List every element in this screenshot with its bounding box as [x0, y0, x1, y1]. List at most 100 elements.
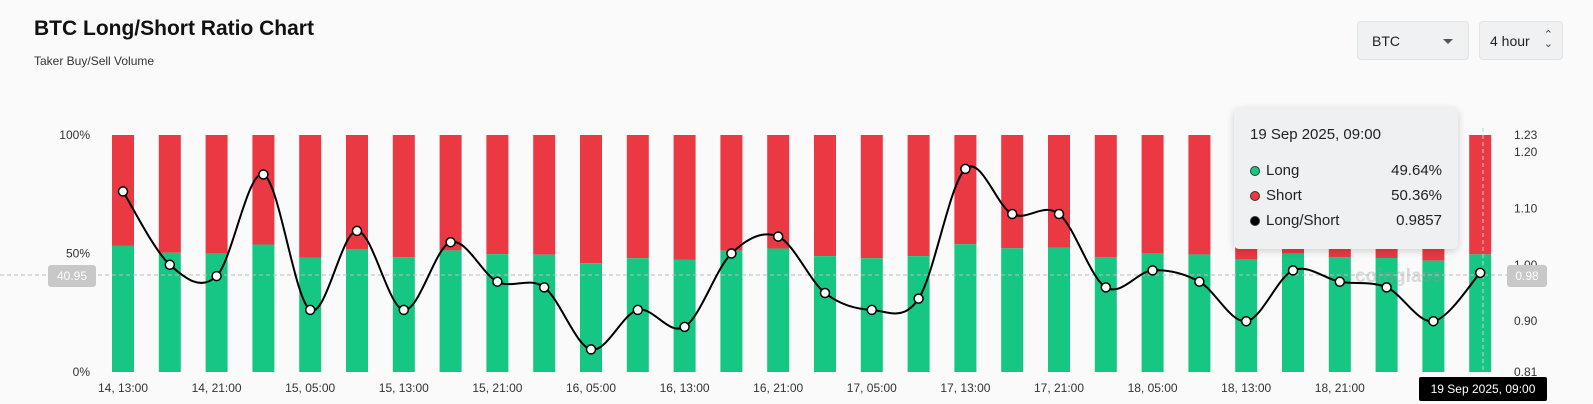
coin-select[interactable]: BTC	[1357, 21, 1469, 60]
tooltip-label: Short	[1266, 187, 1302, 204]
long-bar	[1001, 248, 1024, 372]
left-tick-label: 100%	[59, 128, 90, 142]
short-bar	[626, 135, 649, 259]
tooltip-row-short: Short 50.36%	[1250, 183, 1442, 208]
x-axis: 14, 13:00 14, 21:00 15, 05:00 15, 13:00 15, …	[98, 381, 1440, 395]
long-bar	[1048, 247, 1070, 372]
ratio-point	[164, 259, 176, 271]
ratio-point	[1100, 282, 1112, 293]
long-bar	[158, 252, 181, 372]
long-bar	[580, 263, 602, 372]
short-bar	[158, 135, 181, 253]
x-tick-label: 17, 05:00	[847, 381, 897, 395]
ratio-point	[1053, 208, 1065, 220]
tooltip-label: Long	[1266, 162, 1300, 179]
crosshair-right-value: 0.98	[1515, 269, 1539, 283]
long-bar	[1188, 254, 1211, 372]
tooltip-value: 0.9857	[1396, 212, 1442, 229]
short-bar	[580, 135, 602, 264]
ratio-point	[1194, 276, 1205, 287]
right-tick-label: 1.10	[1514, 201, 1538, 215]
long-bar	[1141, 253, 1164, 372]
ratio-point	[538, 282, 550, 293]
long-bar	[486, 254, 509, 372]
ratio-point	[1147, 265, 1158, 276]
long-bar	[252, 244, 275, 372]
short-bar	[1469, 135, 1492, 255]
short-bar	[205, 135, 228, 254]
x-tick-label: 16, 13:00	[660, 381, 710, 395]
right-tick-label: 0.90	[1514, 314, 1538, 328]
tooltip: 19 Sep 2025, 09:00 Long 49.64% Short 50.…	[1234, 108, 1458, 249]
short-bar	[439, 135, 462, 251]
ratio-point	[960, 163, 971, 175]
ratio-point	[585, 344, 597, 355]
ratio-point	[632, 304, 644, 316]
updown-chevron-icon: ⌃ ⌄	[1543, 29, 1553, 50]
long-bar	[907, 256, 930, 372]
ratio-point	[117, 186, 129, 197]
long-bar	[439, 250, 462, 372]
short-bar	[299, 135, 322, 258]
ratio-point	[211, 270, 222, 282]
ratio-point	[445, 236, 456, 248]
ratio-point	[1006, 208, 1018, 220]
right-tick-label: 1.20	[1514, 145, 1538, 159]
long-bar	[1235, 259, 1258, 372]
ratio-point	[1428, 315, 1439, 327]
short-bar	[767, 135, 790, 249]
x-tick-label: 15, 21:00	[472, 381, 522, 395]
right-tick-label: 0.81	[1514, 365, 1538, 379]
long-bar	[954, 244, 977, 372]
long-bar	[720, 250, 743, 372]
ratio-point	[726, 248, 737, 259]
tooltip-value: 49.64%	[1391, 162, 1442, 179]
chevron-down-icon	[1443, 39, 1453, 44]
short-bar	[1001, 135, 1024, 249]
x-tick-label: 15, 13:00	[379, 381, 429, 395]
ratio-point	[1240, 315, 1252, 327]
short-bar	[720, 135, 743, 251]
crosshair-right-label: 0.98	[1507, 265, 1547, 287]
short-bar	[860, 135, 883, 259]
short-bar	[814, 135, 836, 257]
tooltip-value: 50.36%	[1391, 187, 1442, 204]
short-bar	[392, 135, 415, 258]
long-bar	[533, 254, 556, 372]
x-tick-label: 17, 13:00	[940, 381, 990, 395]
x-tick-label: 16, 05:00	[566, 381, 616, 395]
ratio-point	[492, 276, 503, 287]
crosshair-bottom-label: 19 Sep 2025, 09:00	[1419, 377, 1547, 401]
interval-select-value: 4 hour	[1490, 32, 1530, 49]
ratio-point	[1334, 276, 1346, 287]
ratio-point	[679, 321, 690, 333]
ratio-points	[117, 163, 1486, 355]
ratio-point	[1287, 265, 1299, 276]
ratio-point	[398, 304, 410, 316]
tooltip-date: 19 Sep 2025, 09:00	[1250, 126, 1381, 143]
x-tick-label: 14, 13:00	[98, 381, 148, 395]
page-subtitle: Taker Buy/Sell Volume	[34, 54, 155, 68]
interval-select[interactable]: 4 hour ⌃ ⌄	[1479, 21, 1563, 60]
x-tick-label: 18, 13:00	[1221, 381, 1271, 395]
short-bar	[907, 135, 930, 257]
short-bar	[954, 135, 977, 245]
ratio-point	[1474, 267, 1486, 279]
left-tick-label: 50%	[66, 247, 90, 261]
long-bar	[112, 245, 134, 372]
ratio-point	[258, 169, 269, 180]
long-dot-icon	[1250, 165, 1260, 176]
left-tick-label: 0%	[73, 365, 91, 379]
long-bar	[673, 259, 696, 372]
x-tick-label: 18, 05:00	[1128, 381, 1178, 395]
crosshair-left-label: 40.95	[48, 265, 96, 287]
short-bar	[252, 135, 275, 245]
short-bar	[673, 135, 696, 260]
long-bar	[767, 248, 790, 372]
ratio-point	[913, 293, 924, 304]
watermark: coinglass	[1355, 266, 1443, 287]
ratio-point	[866, 304, 878, 316]
x-tick-label: 14, 21:00	[192, 381, 242, 395]
ratio-point	[1381, 282, 1392, 293]
right-axis: 1.231.201.101.000.900.81	[1514, 128, 1538, 379]
